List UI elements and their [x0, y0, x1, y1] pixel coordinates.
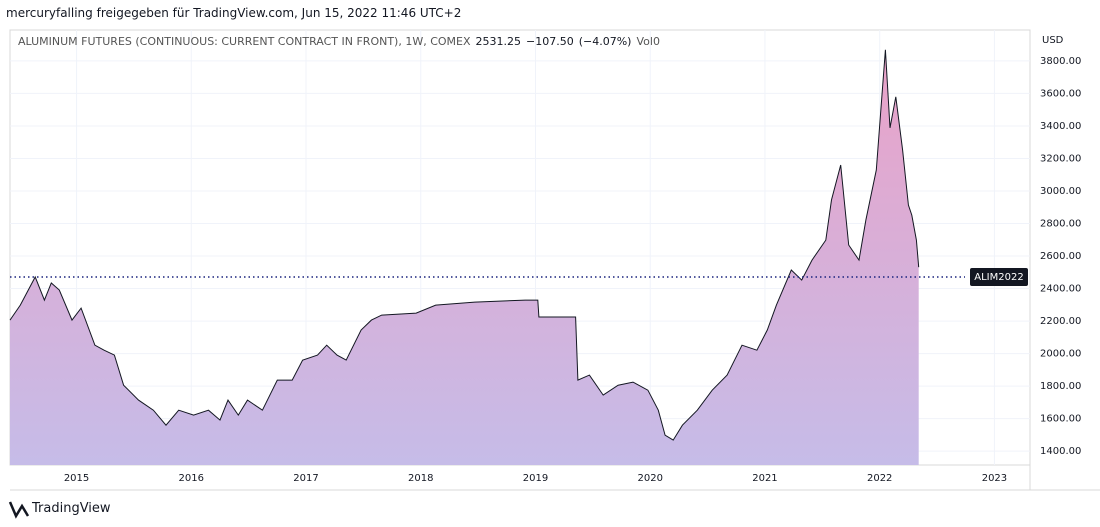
y-tick-label: 3800.00 — [1040, 56, 1081, 67]
change-pct: (−4.07%) — [578, 35, 632, 48]
legend-line: ALUMINUM FUTURES (CONTINUOUS: CURRENT CO… — [18, 35, 665, 48]
y-tick-label: 2800.00 — [1040, 219, 1081, 230]
y-tick-label: 2600.00 — [1040, 251, 1081, 262]
volume: Vol0 — [636, 35, 660, 48]
reference-label: ALIM2022 — [974, 272, 1023, 283]
footer: TradingView — [32, 501, 111, 516]
y-tick-label: 2200.00 — [1040, 316, 1081, 327]
x-tick-label: 2021 — [752, 473, 777, 484]
x-tick-label: 2022 — [867, 473, 892, 484]
reference-label-bg — [970, 268, 1028, 287]
y-tick-label: 3400.00 — [1040, 121, 1081, 132]
x-tick-label: 2018 — [408, 473, 433, 484]
x-tick-label: 2017 — [293, 473, 318, 484]
chart-title: ALUMINUM FUTURES (CONTINUOUS: CURRENT CO… — [18, 35, 471, 48]
y-tick-label: 1400.00 — [1040, 446, 1081, 457]
y-tick-label: 3000.00 — [1040, 186, 1081, 197]
line — [9, 49, 920, 441]
area — [10, 49, 919, 466]
y-tick-label: 1600.00 — [1040, 414, 1081, 425]
x-tick-label: 2023 — [982, 473, 1007, 484]
x-tick-label: 2016 — [179, 473, 204, 484]
x-tick-label: 2020 — [637, 473, 662, 484]
y-tick-label: 1800.00 — [1040, 381, 1081, 392]
y-tick-label: 3600.00 — [1040, 88, 1081, 99]
x-tick-label: 2015 — [64, 473, 89, 484]
change: −107.50 — [526, 35, 574, 48]
x-tick-label: 2019 — [523, 473, 548, 484]
y-unit: USD — [1042, 35, 1064, 46]
header: mercuryfalling freigegeben für TradingVi… — [6, 6, 462, 20]
y-tick-label: 3200.00 — [1040, 153, 1081, 164]
y-tick-label: 2000.00 — [1040, 349, 1081, 360]
y-tick-label: 2400.00 — [1040, 284, 1081, 295]
last: 2531.25 — [475, 35, 522, 48]
logo — [8, 501, 30, 519]
